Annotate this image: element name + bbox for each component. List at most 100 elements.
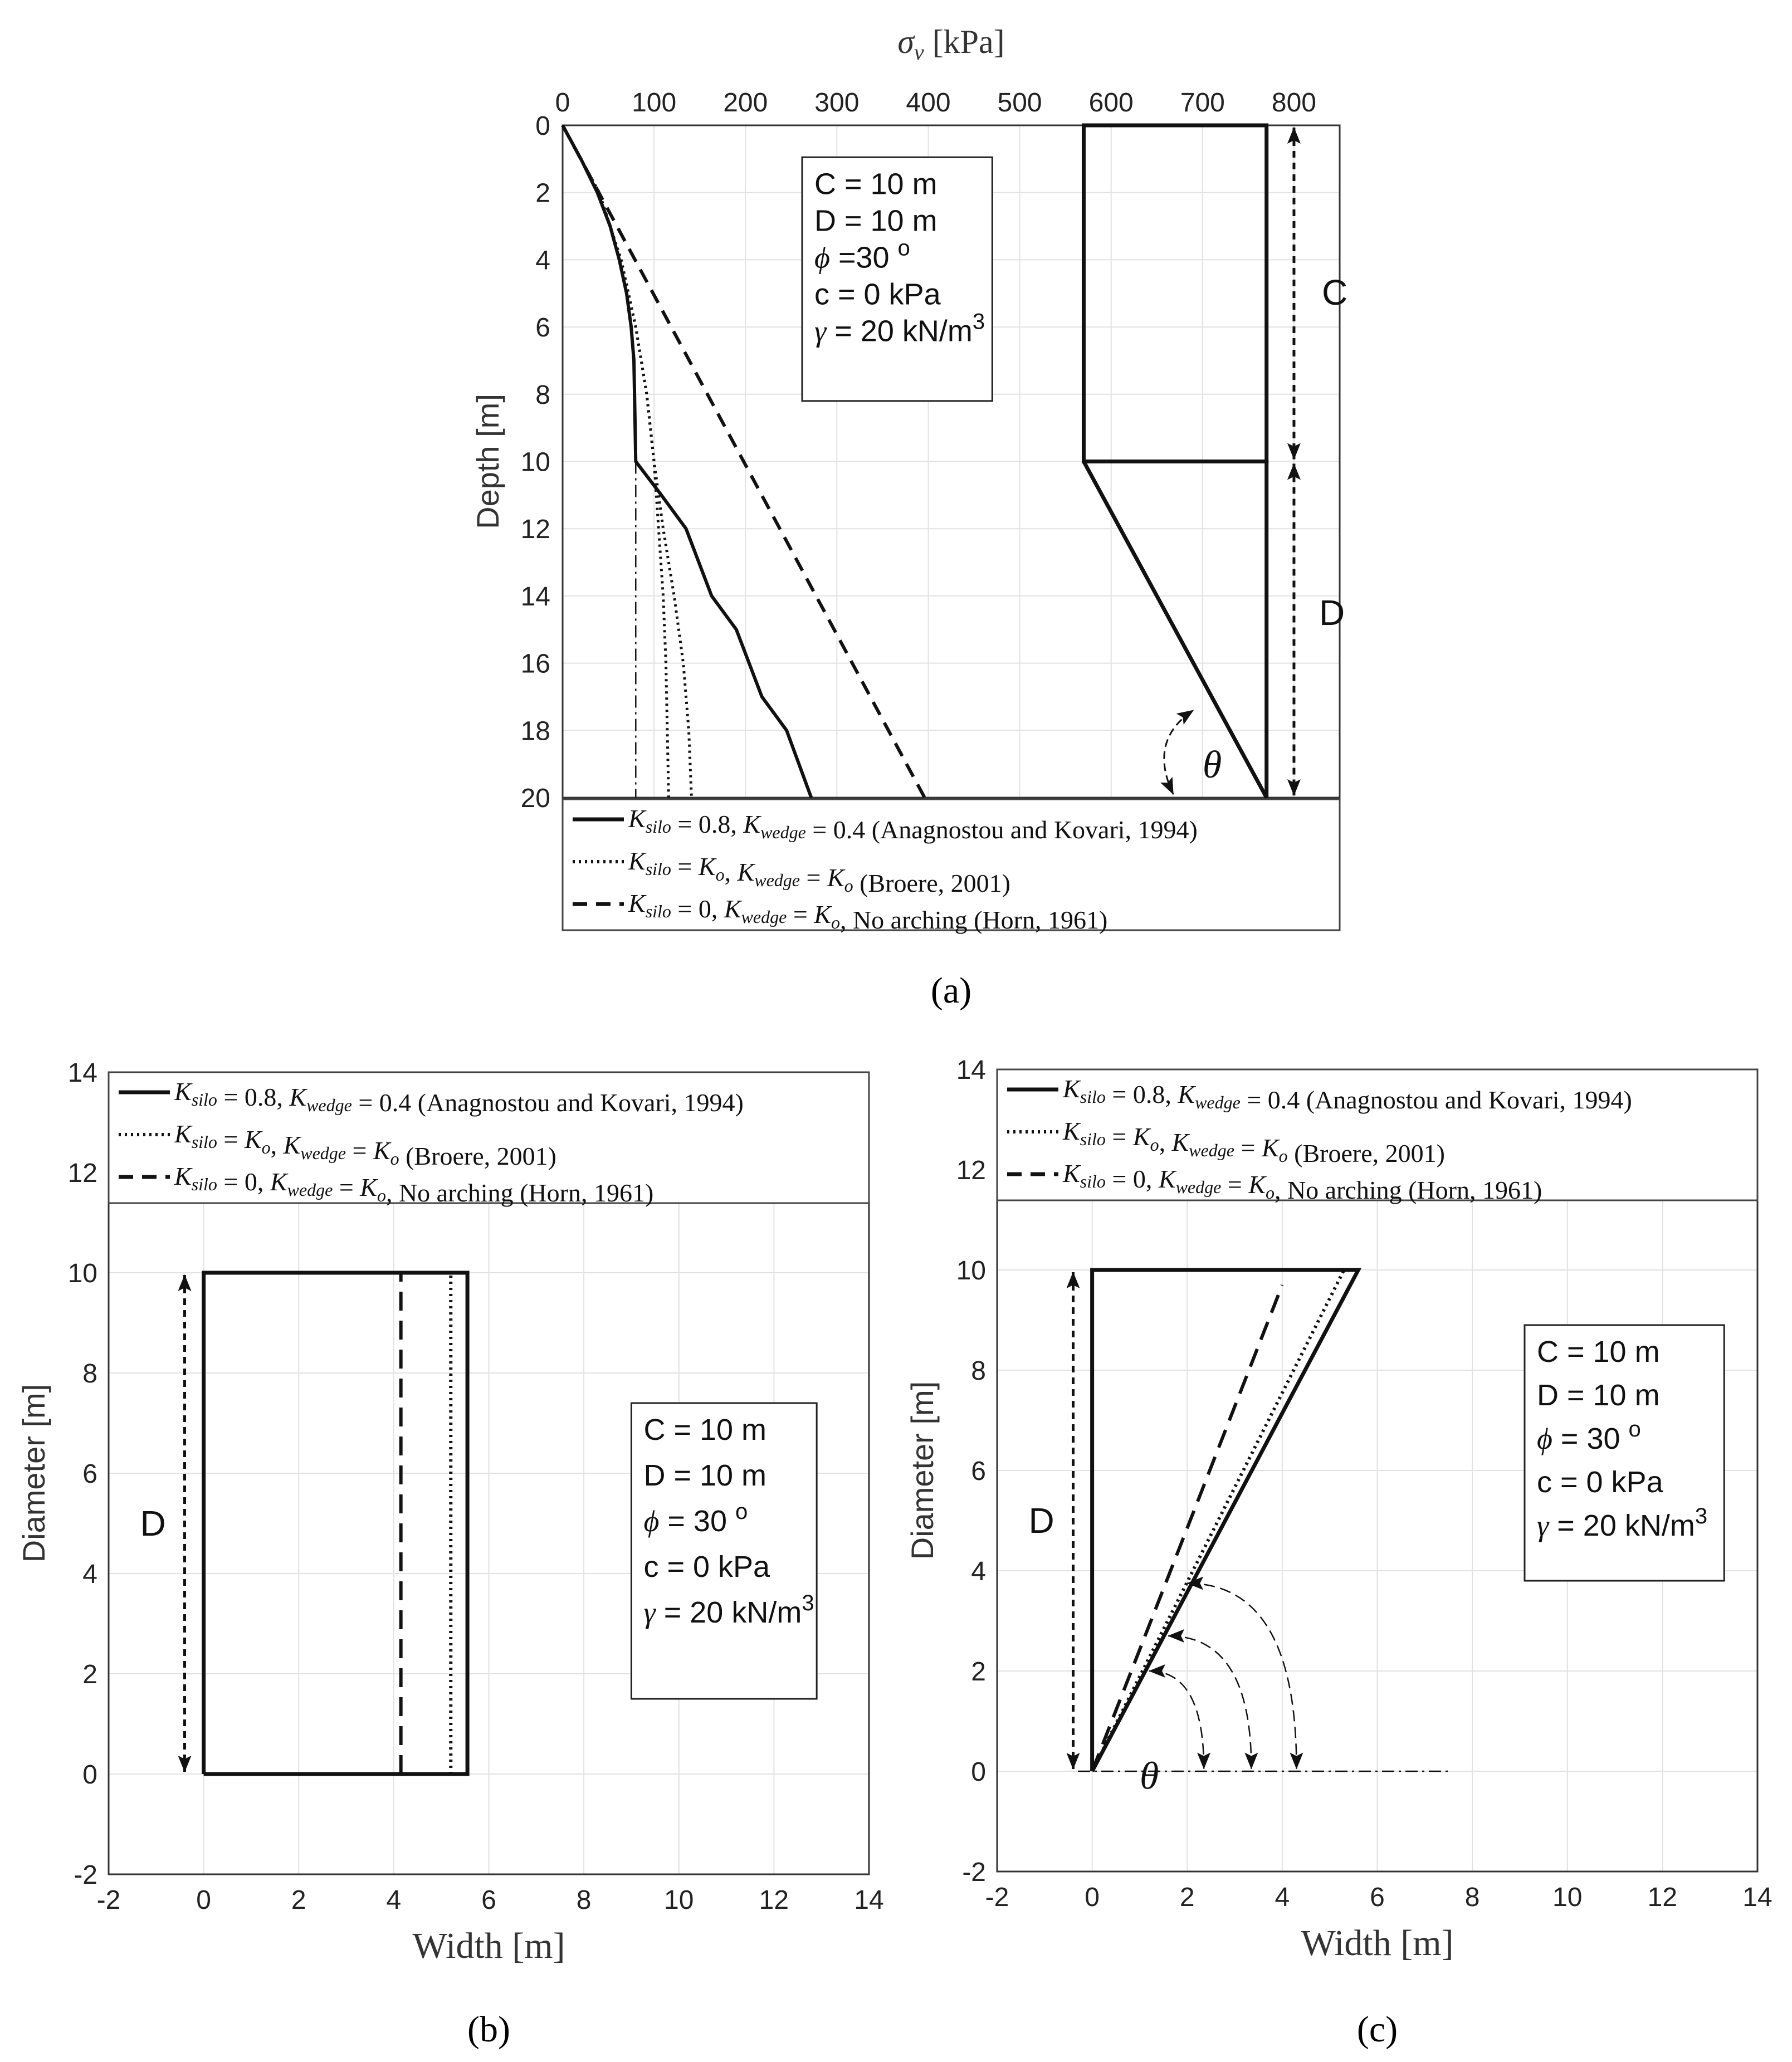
legend-label-1: Ksilo = Ko, Kwedge = Ko (Broere, 2001): [1062, 1117, 1445, 1167]
param-line-3: c = 0 kPa: [643, 1550, 770, 1584]
math-sub: silo: [1080, 1087, 1106, 1107]
y-tick-label: 8: [971, 1356, 986, 1386]
legend-label-2: Ksilo = 0, Kwedge = Ko, No arching (Horn…: [1062, 1159, 1542, 1204]
x-tick-label: 10: [1552, 1883, 1582, 1912]
theta-arc-0: [1149, 1664, 1211, 1770]
y-tick-label: 10: [956, 1256, 986, 1286]
param-line-3: c = 0 kPa: [1537, 1465, 1664, 1499]
y-axis-label: Diameter [m]: [905, 1381, 940, 1560]
x-tick-label: 800: [1272, 88, 1316, 118]
params-box: [801, 156, 993, 402]
chart-a: 0 100 200 300 400 500 600 700 800 0 2 4 6 8 10 12 14 16 18…: [470, 23, 1347, 1011]
param-line-4: γ = 20 kN/m3: [1537, 1504, 1707, 1542]
param-line-2: ϕ = 30 o: [643, 1499, 748, 1538]
math-text: =: [1221, 1170, 1248, 1199]
x-tick-label: 4: [1275, 1883, 1290, 1912]
x-tick-label: 0: [196, 1885, 211, 1915]
math-sub: silo: [646, 817, 671, 837]
math-text: =: [217, 1125, 245, 1154]
y-tick-label: -2: [962, 1858, 986, 1887]
math-text: ,: [271, 1131, 284, 1159]
phi-value: =30: [830, 241, 898, 274]
math-sub: wedge: [1195, 1092, 1241, 1112]
y-tick-label: 14: [68, 1058, 97, 1088]
legend-box: [996, 1068, 1759, 1201]
math-sub: wedge: [300, 1143, 346, 1163]
gamma-symbol: γ: [814, 314, 827, 348]
x-tick-label: 8: [1465, 1883, 1480, 1912]
math-text: = 0,: [1106, 1165, 1159, 1193]
phi-symbol: ϕ: [643, 1504, 659, 1538]
math-sub: wedge: [1176, 1177, 1222, 1197]
math-k: K: [813, 900, 832, 929]
math-k: K: [270, 1167, 289, 1196]
math-text: , No arching: [840, 906, 968, 934]
legend-ref: (Horn, 1961): [968, 906, 1108, 934]
x-tick-label: 300: [814, 88, 859, 118]
math-sub: o: [716, 864, 725, 885]
y-tick-label: 8: [82, 1359, 97, 1389]
math-sub: wedge: [741, 907, 787, 927]
math-k: K: [1261, 1133, 1280, 1162]
y-tick-label: 0: [82, 1760, 97, 1790]
math-sub: silo: [646, 859, 671, 879]
legend-ref: (Anagnostou and Kovari, 1994): [865, 815, 1198, 844]
math-text: = 0.4: [352, 1088, 411, 1117]
degree-sup: o: [735, 1499, 748, 1524]
y-tick-label: 14: [956, 1056, 986, 1085]
math-k: K: [1177, 1080, 1196, 1108]
legend-ref: (Broere, 2001): [853, 869, 1010, 897]
legend-box: [561, 798, 1341, 931]
phi-symbol: ϕ: [1537, 1422, 1552, 1455]
math-text: =: [1234, 1133, 1262, 1162]
math-text: =: [333, 1173, 360, 1201]
chart-b: -2 0 2 4 6 8 10 12 14 -2 0 2 4 6 8 10 12 14 Width [m] Diame…: [16, 1058, 884, 2050]
math-sub: o: [844, 876, 853, 896]
sigma-sub: v: [914, 40, 924, 65]
math-text: =: [787, 900, 814, 929]
x-tick-label: 200: [723, 88, 768, 118]
math-text: ,: [725, 858, 738, 886]
param-line-2: ϕ =30 o: [814, 236, 910, 274]
math-k: K: [628, 847, 647, 875]
math-text: = 0.8,: [1106, 1080, 1178, 1108]
x-tick-label: 6: [1370, 1883, 1385, 1912]
math-sub: o: [262, 1137, 271, 1157]
x-tick-label: 100: [632, 88, 676, 118]
gamma-value: = 20 kN/m: [826, 314, 973, 348]
x-tick-label: 500: [998, 88, 1042, 118]
y-tick-label: 6: [82, 1459, 97, 1489]
exp-sup: 3: [802, 1591, 814, 1615]
x-tick-label: 0: [555, 88, 570, 118]
math-text: = 0.8,: [217, 1083, 289, 1111]
math-k: K: [244, 1125, 263, 1154]
y-tick-label: 10: [521, 448, 550, 477]
x-tick-label: 12: [759, 1885, 789, 1915]
legend-label-0: Ksilo = 0.8, Kwedge = 0.4 (Anagnostou an…: [174, 1077, 744, 1117]
math-k: K: [628, 804, 647, 833]
math-sub: wedge: [306, 1095, 352, 1115]
y-tick-label: 2: [535, 179, 550, 208]
param-line-2: ϕ = 30 o: [1537, 1417, 1641, 1455]
series-line-2: [561, 124, 693, 798]
wedge-triangle: [1082, 460, 1269, 799]
series-line-2: [1090, 1284, 1284, 1772]
x-tick-label: 6: [481, 1885, 496, 1915]
sigma: σ: [897, 23, 915, 60]
theta-label: θ: [1203, 744, 1222, 786]
d-label: D: [1029, 1501, 1054, 1541]
legend-label-2: Ksilo = 0, Kwedge = Ko, No arching (Horn…: [628, 889, 1107, 934]
x-tick-label: 400: [906, 88, 950, 118]
x-tick-label: 0: [1085, 1883, 1100, 1912]
gamma-symbol: γ: [643, 1596, 656, 1629]
theta-arc-1: [1168, 1629, 1258, 1770]
x-tick-label: 14: [854, 1885, 883, 1915]
math-sub: silo: [646, 901, 671, 921]
x-tick-label: 14: [1742, 1883, 1772, 1912]
x-tick-label: 4: [387, 1885, 402, 1915]
param-line-4: γ = 20 kN/m3: [814, 309, 985, 348]
math-text: =: [1106, 1122, 1133, 1151]
y-tick-label: -2: [74, 1860, 97, 1890]
gamma-value: = 20 kN/m: [656, 1596, 802, 1629]
y-axis-label: Depth [m]: [470, 394, 505, 529]
